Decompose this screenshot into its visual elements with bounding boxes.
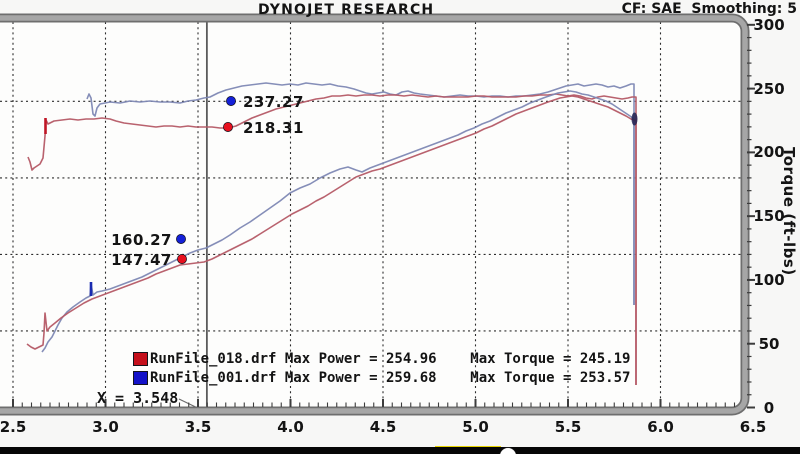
curve-torque_RunFile_001 <box>86 82 635 305</box>
video-progress-bar[interactable] <box>0 447 800 454</box>
legend-swatch-icon <box>133 371 148 385</box>
rpm-tick-label: 2.5 <box>0 418 27 436</box>
rpm-tick-label: 4.5 <box>369 418 397 436</box>
curve-power_RunFile_001 <box>41 90 635 353</box>
rpm-tick-label: 6.0 <box>647 418 674 436</box>
video-progress-handle-icon[interactable] <box>500 448 516 454</box>
rpm-tick-label: 3.0 <box>92 418 119 436</box>
torque-tick-label: 300 <box>753 15 785 34</box>
cursor-reading-160.27: 160.27 <box>111 231 172 249</box>
cursor-marker-dot <box>226 96 236 106</box>
run-end-blob <box>631 112 638 126</box>
curve-torque_RunFile_018 <box>27 93 637 385</box>
torque-tick-label: 0 <box>763 398 775 417</box>
torque-tick-label: 50 <box>758 334 780 353</box>
page-title: DYNOJET RESEARCH <box>258 2 435 18</box>
cursor-marker-dot <box>223 122 233 132</box>
legend-swatch-icon <box>133 352 148 366</box>
plot-background <box>0 18 745 411</box>
legend-entry: RunFile_001.drf Max Power = 259.68 Max T… <box>150 370 631 386</box>
correction-smoothing-label: CF: SAE Smoothing: 5 <box>621 1 797 17</box>
rpm-tick-label: 5.5 <box>554 418 582 436</box>
cursor-reading-237.27: 237.27 <box>243 93 304 111</box>
rpm-tick-label: 5.0 <box>462 418 489 436</box>
cursor-marker-dot <box>176 234 186 244</box>
curve-power_RunFile_018 <box>26 95 637 385</box>
cursor-reading-218.31: 218.31 <box>243 119 304 137</box>
torque-tick-label: 100 <box>753 270 785 289</box>
torque-tick-label: 200 <box>753 143 785 162</box>
cursor-x-label: X = 3.548 <box>97 389 179 407</box>
cursor-marker-dot <box>177 254 187 264</box>
rpm-tick-label: 3.5 <box>184 418 212 436</box>
legend-entry: RunFile_018.drf Max Power = 254.96 Max T… <box>150 351 631 367</box>
plot-frame-inner <box>0 15 748 414</box>
rpm-tick-label: 6.5 <box>739 418 767 436</box>
torque-tick-label: 250 <box>753 79 785 98</box>
rpm-tick-label: 4.0 <box>277 418 304 436</box>
cursor-reading-147.47: 147.47 <box>111 251 172 269</box>
y-axis-title: Torque (ft-lbs) <box>780 147 798 276</box>
torque-tick-label: 150 <box>753 207 785 226</box>
